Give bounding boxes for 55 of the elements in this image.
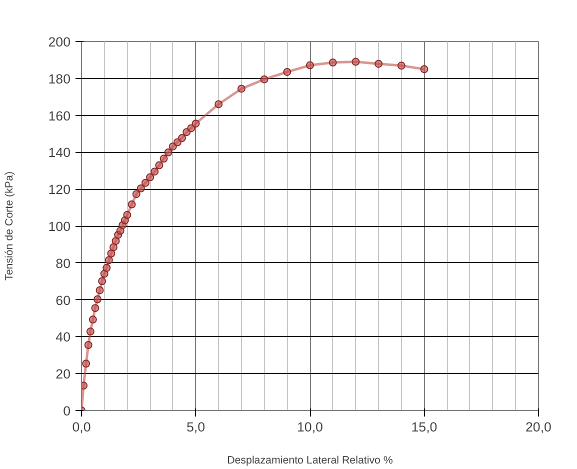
point (112, 236, 120, 245)
point (374, 60, 383, 68)
x-tick-label: 0,0 (72, 420, 91, 434)
point (123, 210, 132, 219)
point (98, 277, 106, 286)
point (168, 142, 177, 150)
y-tick-label: 180 (48, 71, 71, 86)
point (102, 264, 111, 272)
y-tick-label: 100 (48, 219, 71, 234)
y-axis-title: Tensión de Corte (kPa) (3, 172, 16, 280)
y-tick-label: 0 (63, 404, 71, 418)
y-tick-label: 120 (48, 182, 71, 198)
point (306, 61, 314, 70)
point (328, 58, 337, 67)
point (84, 341, 92, 349)
point (104, 256, 113, 264)
y-tick-label: 20 (56, 366, 71, 382)
y-tick-label: 200 (48, 34, 71, 50)
point (237, 84, 246, 93)
point (82, 360, 90, 368)
x-tick-label: 5,0 (186, 420, 206, 434)
point (160, 154, 168, 163)
point (86, 328, 94, 336)
x-tick-label: 15,0 (411, 420, 438, 434)
y-tick-label: 60 (56, 292, 71, 308)
point (192, 120, 200, 128)
point (155, 161, 164, 170)
point (146, 173, 154, 182)
point (136, 184, 145, 192)
point (141, 178, 150, 187)
point (128, 200, 136, 208)
point (260, 75, 268, 84)
y-tick-label: 40 (56, 330, 71, 345)
point (93, 295, 102, 304)
point (187, 124, 196, 132)
point (214, 100, 223, 108)
point (150, 168, 159, 176)
point (420, 65, 428, 74)
point (164, 148, 172, 156)
point (88, 316, 97, 324)
point (352, 58, 360, 66)
point (283, 68, 292, 76)
point (96, 286, 104, 294)
x-tick-label: 10,0 (297, 420, 323, 434)
point (91, 304, 100, 312)
point (178, 134, 186, 142)
point (107, 249, 116, 258)
y-tick-label: 80 (56, 256, 71, 271)
point (397, 62, 406, 70)
x-tick-label: 20,0 (526, 420, 552, 434)
y-tick-label: 140 (48, 145, 71, 160)
x-axis-title: Desplazamiento Lateral Relativo % (227, 454, 394, 466)
y-tick-label: 160 (48, 108, 71, 124)
point (132, 190, 140, 198)
point (109, 243, 118, 252)
